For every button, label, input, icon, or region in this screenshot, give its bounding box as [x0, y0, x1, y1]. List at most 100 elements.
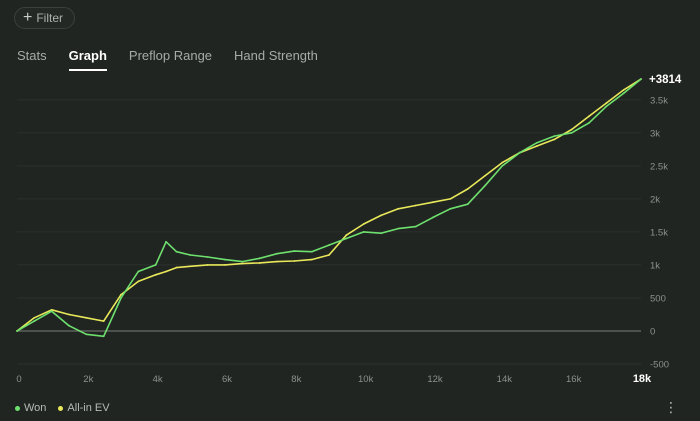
- ev-point: [414, 204, 417, 207]
- ev-point: [328, 254, 330, 256]
- y-tick-label: 2k: [650, 194, 660, 205]
- won-point: [518, 151, 521, 154]
- won-dot-icon: [15, 405, 20, 411]
- y-tick-label: 1k: [650, 260, 660, 271]
- won-point: [50, 310, 53, 313]
- winnings-chart: -500 0 500 1k 1.5k 2k 2.5k 3k 3.5k 0 2k 4k 6k 8k 10k 12…: [16, 74, 682, 385]
- filter-label: Filter: [36, 11, 64, 25]
- won-point: [622, 92, 625, 95]
- ev-point: [154, 273, 157, 276]
- x-tick-label: 10k: [358, 374, 374, 385]
- ev-point: [501, 161, 504, 164]
- won-point: [397, 227, 400, 230]
- y-tick-label: -500: [650, 360, 669, 371]
- tab-graph[interactable]: Graph: [68, 48, 107, 71]
- ev-point: [293, 260, 296, 262]
- won-point: [570, 131, 573, 134]
- y-tick-label: 0: [650, 326, 655, 337]
- end-value-label: +3814: [649, 74, 682, 86]
- ev-dot-icon: [58, 405, 64, 411]
- won-point: [206, 256, 209, 258]
- ev-point: [588, 115, 590, 118]
- ev-point: [85, 316, 88, 319]
- won-point: [345, 237, 348, 240]
- legend-won-label: Won: [24, 402, 47, 414]
- won-point: [258, 257, 261, 260]
- won-point: [501, 164, 504, 167]
- ev-point: [536, 145, 538, 147]
- ev-point: [310, 258, 313, 261]
- won-point: [165, 240, 167, 243]
- won-point: [432, 216, 434, 219]
- won-point: [484, 184, 486, 187]
- won-point: [189, 254, 192, 256]
- won-point: [102, 335, 105, 338]
- x-tick-label: 6k: [222, 374, 232, 385]
- ev-point: [276, 260, 278, 263]
- ev-point: [449, 197, 452, 200]
- y-tick-label: 2.5k: [650, 161, 668, 172]
- y-tick-label: 500: [650, 293, 666, 304]
- won-point: [137, 270, 140, 273]
- won-point: [605, 105, 608, 108]
- legend-won[interactable]: Won: [15, 402, 46, 414]
- ev-point: [570, 128, 573, 131]
- ev-point: [380, 214, 382, 217]
- tab-preflop-range[interactable]: Preflop Range: [128, 48, 213, 63]
- ev-point: [68, 313, 70, 316]
- won-point: [310, 250, 313, 253]
- ev-point: [50, 308, 53, 311]
- won-point: [154, 264, 157, 266]
- ev-point: [605, 102, 608, 105]
- ev-point: [206, 264, 209, 266]
- won-point: [120, 297, 122, 299]
- x-tick-label: 14k: [497, 374, 513, 385]
- filter-button[interactable]: + Filter: [14, 7, 76, 29]
- won-point: [175, 250, 178, 253]
- x-tick-label: 4k: [153, 374, 163, 385]
- kebab-menu-icon[interactable]: ⋮: [664, 399, 678, 415]
- tab-hand-strength[interactable]: Hand Strength: [234, 48, 318, 63]
- tab-stats[interactable]: Stats: [17, 48, 47, 63]
- won-point: [536, 141, 538, 144]
- won-point: [224, 258, 226, 261]
- tab-bar: Stats Graph Preflop Range Hand Strength: [17, 48, 318, 71]
- won-series-line: [16, 78, 642, 338]
- ev-point: [397, 207, 400, 210]
- x-tick-label: 0: [16, 374, 21, 385]
- ev-point: [432, 201, 434, 204]
- won-point: [85, 333, 88, 336]
- won-point: [33, 320, 36, 322]
- legend-ev-label: All-in EV: [67, 402, 110, 414]
- won-point: [362, 231, 365, 233]
- ev-point: [189, 265, 192, 268]
- won-point: [241, 260, 244, 263]
- won-point: [276, 252, 278, 255]
- won-point: [449, 207, 452, 210]
- x-tick-label: 12k: [427, 374, 443, 385]
- won-point: [68, 324, 70, 327]
- ev-point: [224, 264, 226, 266]
- legend-ev[interactable]: All-in EV: [58, 402, 110, 414]
- won-point: [16, 330, 18, 332]
- won-point: [588, 122, 590, 124]
- x-tick-label: 8k: [291, 374, 301, 385]
- ev-point: [120, 293, 122, 296]
- won-point: [553, 135, 556, 138]
- won-point: [380, 232, 382, 235]
- x-tick-label: 16k: [566, 374, 582, 385]
- won-point: [640, 78, 642, 80]
- ev-point: [258, 262, 261, 264]
- ev-point: [553, 138, 556, 141]
- y-tick-label: 3k: [650, 128, 660, 139]
- ev-point: [362, 223, 365, 225]
- ev-point: [137, 280, 140, 283]
- ev-point: [241, 262, 244, 265]
- won-point: [466, 203, 469, 206]
- ev-point: [33, 316, 36, 319]
- ev-point: [484, 174, 486, 177]
- won-point: [293, 250, 296, 252]
- y-tick-label: 3.5k: [650, 95, 668, 106]
- ev-point: [622, 89, 625, 91]
- ev-series-line: [16, 78, 642, 332]
